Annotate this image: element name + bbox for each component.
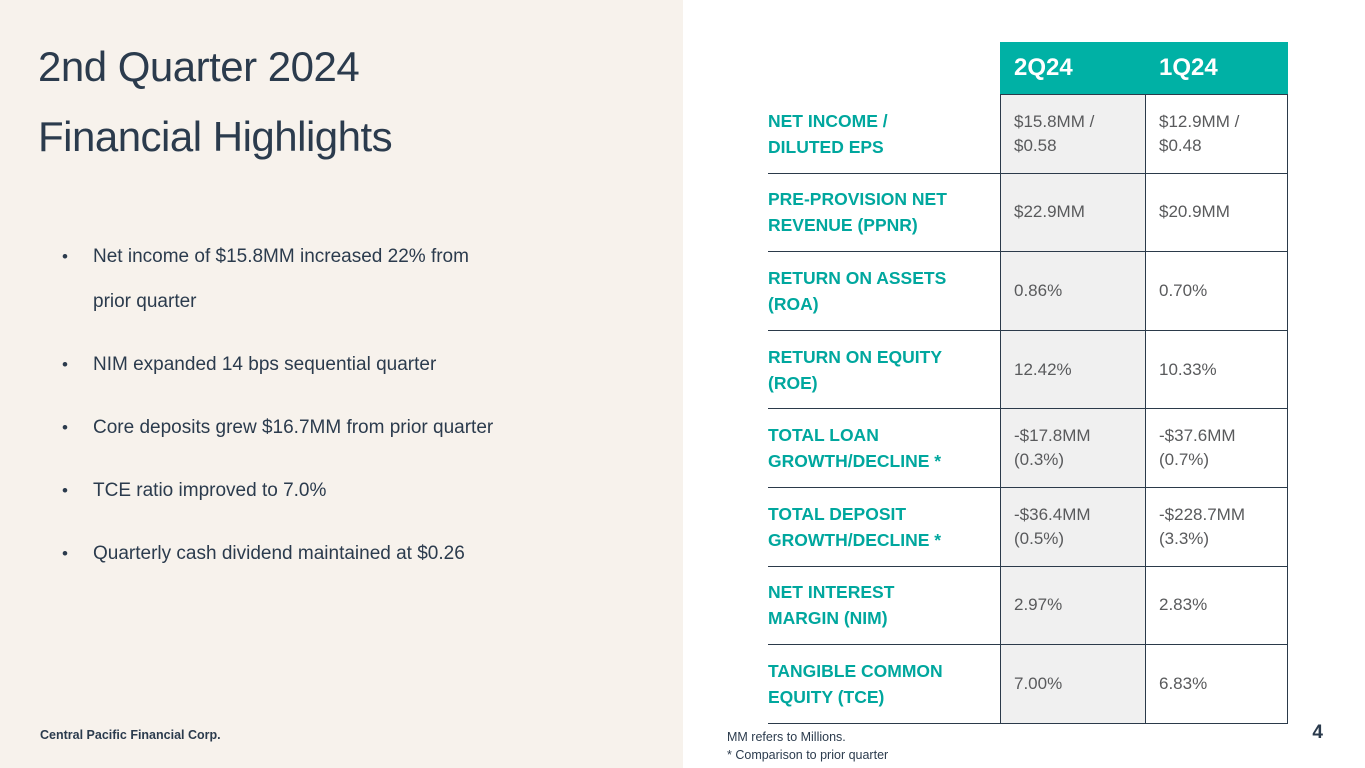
table-header-spacer	[768, 42, 1000, 95]
page-title-line-1: 2nd Quarter 2024	[38, 43, 360, 90]
bullet-dot-icon: •	[62, 247, 68, 266]
cell-2q24-roe: 12.42%	[1000, 330, 1145, 410]
cell-2q24-deposit-growth: -$36.4MM (0.5%)	[1000, 487, 1145, 567]
financial-highlights-table: 2Q24 1Q24 NET INCOME / DILUTED EPS $15.8…	[768, 42, 1288, 724]
bullet-item-nim: • NIM expanded 14 bps sequential quarter	[60, 342, 635, 387]
bullet-text: Core deposits grew $16.7MM from prior qu…	[93, 417, 494, 438]
page-number: 4	[1312, 722, 1323, 743]
column-header-1q24: 1Q24	[1159, 54, 1218, 81]
cell-2q24-loan-growth: -$17.8MM (0.3%)	[1000, 409, 1145, 488]
highlights-bullet-list: • Net income of $15.8MM increased 22% fr…	[60, 234, 635, 594]
bullet-dot-icon: •	[62, 355, 68, 374]
page-title-line-2: Financial Highlights	[38, 113, 393, 160]
company-name: Central Pacific Financial Corp.	[40, 728, 221, 742]
cell-1q24-nim: 2.83%	[1145, 566, 1288, 646]
row-label-loan-growth: TOTAL LOAN GROWTH/DECLINE *	[768, 409, 1000, 488]
row-label-deposit-growth: TOTAL DEPOSIT GROWTH/DECLINE *	[768, 488, 1000, 567]
footnote-mm: MM refers to Millions.	[727, 730, 846, 744]
cell-1q24-tce: 6.83%	[1145, 645, 1288, 724]
column-header-2q24: 2Q24	[1014, 54, 1073, 81]
cell-2q24-tce: 7.00%	[1000, 645, 1145, 724]
footnotes: MM refers to Millions. * Comparison to p…	[727, 728, 888, 764]
bullet-text: TCE ratio improved to 7.0%	[93, 480, 327, 501]
bullet-text: Quarterly cash dividend maintained at $0…	[93, 543, 465, 564]
bullet-text: NIM expanded 14 bps sequential quarter	[93, 354, 437, 375]
bullet-item-core-deposits: • Core deposits grew $16.7MM from prior …	[60, 405, 635, 450]
cell-1q24-loan-growth: -$37.6MM (0.7%)	[1145, 409, 1288, 488]
cell-2q24-roa: 0.86%	[1000, 252, 1145, 331]
row-label-nim: NET INTEREST MARGIN (NIM)	[768, 567, 1000, 646]
bullet-dot-icon: •	[62, 544, 68, 563]
cell-1q24-net-income: $12.9MM / $0.48	[1145, 95, 1288, 174]
bullet-item-dividend: • Quarterly cash dividend maintained at …	[60, 531, 635, 576]
page-title: 2nd Quarter 2024 Financial Highlights	[38, 32, 393, 172]
cell-1q24-deposit-growth: -$228.7MM (3.3%)	[1145, 487, 1288, 567]
row-label-roa: RETURN ON ASSETS (ROA)	[768, 252, 1000, 331]
cell-2q24-ppnr: $22.9MM	[1000, 173, 1145, 253]
bullet-dot-icon: •	[62, 481, 68, 500]
row-label-tce: TANGIBLE COMMON EQUITY (TCE)	[768, 645, 1000, 724]
left-panel: 2nd Quarter 2024 Financial Highlights • …	[0, 0, 683, 768]
cell-2q24-net-income: $15.8MM / $0.58	[1000, 95, 1145, 174]
bullet-dot-icon: •	[62, 418, 68, 437]
row-label-roe: RETURN ON EQUITY (ROE)	[768, 331, 1000, 410]
bullet-text: Net income of $15.8MM increased 22% from…	[93, 246, 469, 312]
cell-2q24-nim: 2.97%	[1000, 566, 1145, 646]
bullet-item-net-income: • Net income of $15.8MM increased 22% fr…	[60, 234, 635, 324]
cell-1q24-ppnr: $20.9MM	[1145, 173, 1288, 253]
row-label-ppnr: PRE-PROVISION NET REVENUE (PPNR)	[768, 174, 1000, 253]
bullet-item-tce-ratio: • TCE ratio improved to 7.0%	[60, 468, 635, 513]
table-header-bar: 2Q24 1Q24	[1000, 42, 1288, 95]
cell-1q24-roe: 10.33%	[1145, 330, 1288, 410]
footnote-comparison: * Comparison to prior quarter	[727, 748, 889, 762]
cell-1q24-roa: 0.70%	[1145, 252, 1288, 331]
row-label-net-income: NET INCOME / DILUTED EPS	[768, 95, 1000, 174]
